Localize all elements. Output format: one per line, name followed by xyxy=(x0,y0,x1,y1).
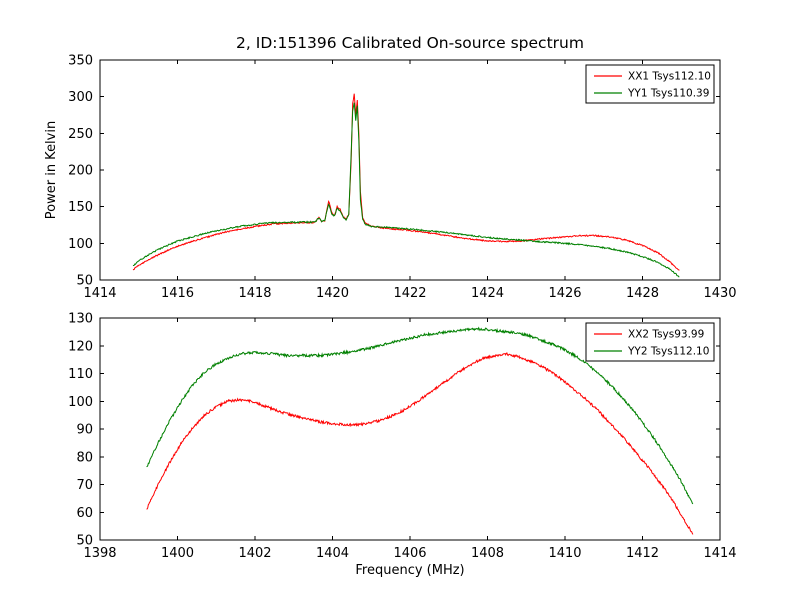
x-tick-label: 1406 xyxy=(393,546,426,561)
y-tick-label: 100 xyxy=(68,237,93,252)
series-line-XX1 xyxy=(132,93,680,271)
y-tick-label: 50 xyxy=(76,274,93,289)
y-axis-label: Power in Kelvin xyxy=(44,121,59,219)
y-tick-label: 50 xyxy=(76,534,93,549)
x-tick-label: 1414 xyxy=(703,546,736,561)
y-tick-label: 120 xyxy=(68,339,93,354)
legend-label: XX2 Tsys93.99 xyxy=(628,329,704,341)
series-line-XX2 xyxy=(146,352,694,535)
x-tick-label: 1404 xyxy=(316,546,349,561)
plot-title: 2, ID:151396 Calibrated On-source spectr… xyxy=(236,34,584,52)
y-tick-label: 110 xyxy=(68,367,93,382)
series-line-YY1 xyxy=(132,102,680,278)
bottom-plot: 1398 1400 1402 1404 1406 1408 1410 1412 1414 50 60… xyxy=(68,312,736,562)
x-tick-label: 1408 xyxy=(471,546,504,561)
legend-label: XX1 Tsys112.10 xyxy=(628,71,711,83)
y-tick-label: 70 xyxy=(76,478,93,493)
x-tick-label: 1418 xyxy=(238,286,271,301)
x-tick-label: 1428 xyxy=(626,286,659,301)
y-tick-label: 150 xyxy=(68,200,93,215)
x-tick-label: 1410 xyxy=(548,546,581,561)
y-tick-label: 130 xyxy=(68,312,93,327)
y-tick-label: 300 xyxy=(68,90,93,105)
x-tick-label: 1416 xyxy=(161,286,194,301)
x-tick-label: 1422 xyxy=(393,286,426,301)
y-tick-label: 350 xyxy=(68,54,93,69)
x-tick-label: 1426 xyxy=(548,286,581,301)
x-tick-label: 1400 xyxy=(161,546,194,561)
x-tick-label: 1424 xyxy=(471,286,504,301)
y-tick-label: 100 xyxy=(68,395,93,410)
y-tick-label: 250 xyxy=(68,127,93,142)
legend-label: YY2 Tsys112.10 xyxy=(627,346,709,358)
series-line-YY2 xyxy=(146,326,694,505)
y-tick-label: 60 xyxy=(76,506,93,521)
x-tick-label: 1414 xyxy=(83,286,116,301)
x-tick-label: 1412 xyxy=(626,546,659,561)
legend-label: YY1 Tsys110.39 xyxy=(627,88,709,100)
x-tick-label: 1402 xyxy=(238,546,271,561)
y-tick-label: 80 xyxy=(76,450,93,465)
x-tick-label: 1398 xyxy=(83,546,116,561)
x-tick-label: 1420 xyxy=(316,286,349,301)
top-plot: 1414 1416 1418 1420 1422 1424 1426 1428 1430 50 10… xyxy=(68,54,736,302)
y-tick-label: 200 xyxy=(68,164,93,179)
x-axis-label: Frequency (MHz) xyxy=(355,563,464,578)
legend-box xyxy=(585,322,715,362)
y-tick-label: 90 xyxy=(76,423,93,438)
x-tick-label: 1430 xyxy=(703,286,736,301)
legend-box xyxy=(585,64,715,104)
